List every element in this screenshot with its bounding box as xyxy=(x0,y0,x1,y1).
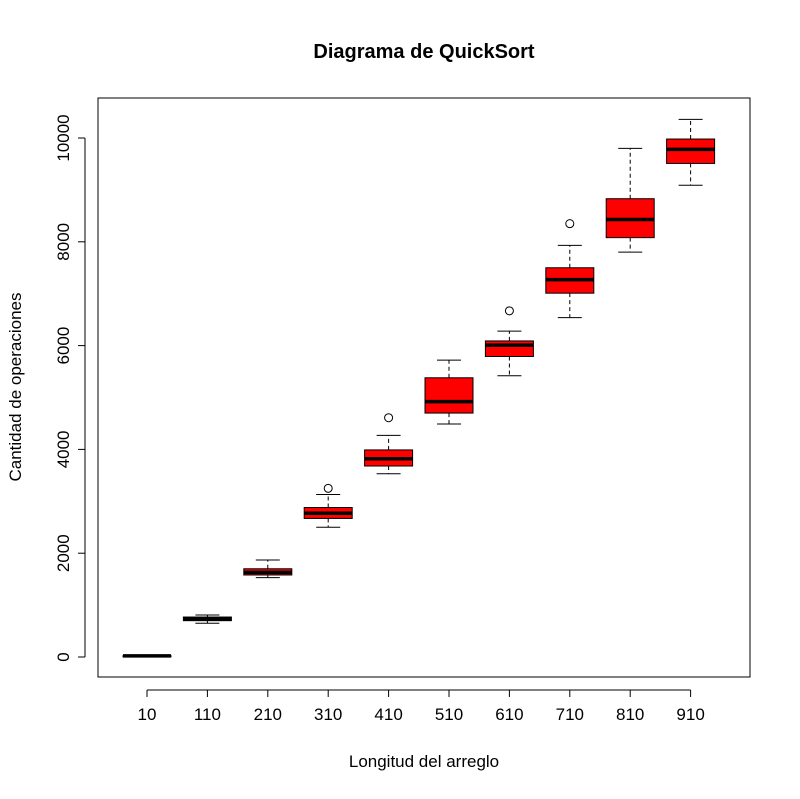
box-410 xyxy=(364,413,414,475)
box-610 xyxy=(484,306,534,377)
box-910 xyxy=(666,118,716,186)
chart-title: Diagrama de QuickSort xyxy=(313,41,535,63)
outlier-point xyxy=(565,219,575,229)
box-iqr xyxy=(666,138,716,164)
x-axis-label: Longitud del arreglo xyxy=(349,752,499,771)
boxes-group xyxy=(122,118,716,658)
y-tick-label: 6000 xyxy=(54,327,73,365)
x-tick-label: 610 xyxy=(495,705,523,724)
y-tick-label: 8000 xyxy=(54,223,73,261)
y-tick-label: 2000 xyxy=(54,534,73,572)
x-axis: 10 110 210 310 410 510 610 710 810 910 xyxy=(138,689,705,724)
x-tick-label: 10 xyxy=(138,705,157,724)
outlier-point xyxy=(323,483,333,493)
x-tick-label: 410 xyxy=(374,705,402,724)
x-tick-label: 510 xyxy=(435,705,463,724)
plot-frame xyxy=(97,97,751,678)
outlier-point xyxy=(384,413,394,423)
box-110 xyxy=(182,614,232,624)
outlier-point xyxy=(504,306,514,316)
box-iqr xyxy=(424,377,474,414)
y-axis-label: Cantidad de operaciones xyxy=(6,292,25,481)
box-10 xyxy=(122,654,172,658)
x-tick-label: 710 xyxy=(556,705,584,724)
box-310 xyxy=(303,483,353,528)
box-210 xyxy=(243,559,293,579)
box-510 xyxy=(424,359,474,425)
box-710 xyxy=(545,219,595,319)
y-tick-label: 10000 xyxy=(54,114,73,161)
y-tick-label: 4000 xyxy=(54,430,73,468)
x-tick-label: 110 xyxy=(194,705,221,724)
y-axis: 0 2000 4000 6000 8000 10000 xyxy=(54,114,86,662)
x-tick-label: 910 xyxy=(676,705,704,724)
x-tick-label: 210 xyxy=(254,705,282,724)
box-810 xyxy=(605,147,655,253)
box-iqr xyxy=(484,340,534,357)
x-tick-label: 810 xyxy=(616,705,644,724)
y-tick-label: 0 xyxy=(54,652,73,661)
x-tick-label: 310 xyxy=(314,705,342,724)
